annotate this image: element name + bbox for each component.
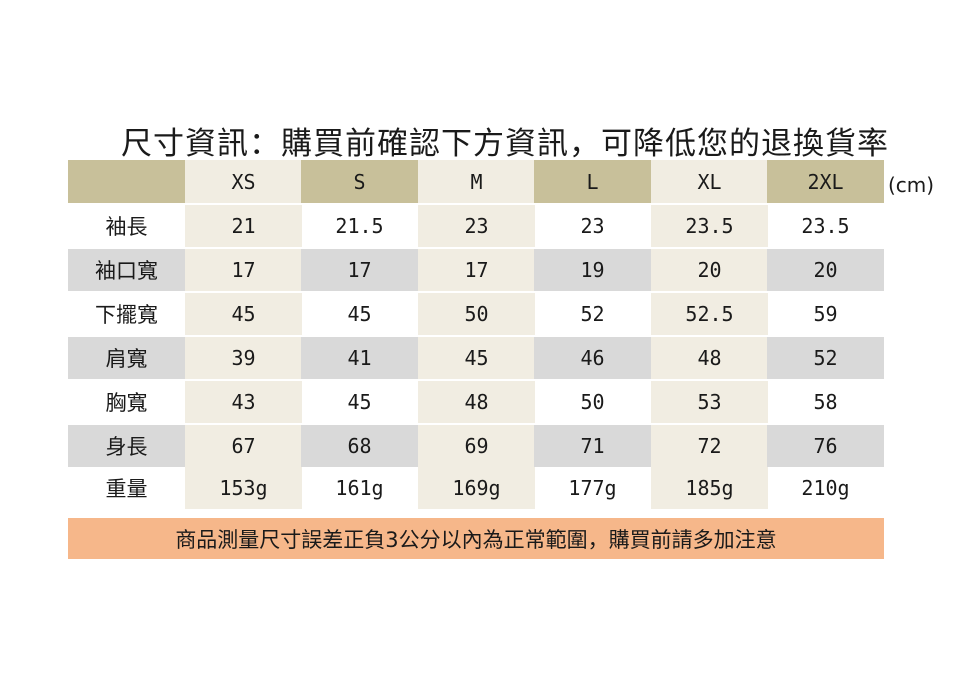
table-cell: 59	[813, 302, 838, 326]
table-cell: 50	[418, 293, 535, 335]
table-cell: 23.5	[651, 205, 768, 247]
table-cell: 23	[580, 214, 605, 238]
table-cell: 52.5	[651, 293, 768, 335]
table-cell: 45	[347, 390, 372, 414]
size-header-m: M	[418, 160, 535, 203]
table-cell: 17	[418, 249, 535, 291]
table-cell: 58	[813, 390, 838, 414]
table-cell: 48	[651, 337, 768, 379]
row-label: 胸寬	[105, 391, 148, 415]
table-cell: 20	[767, 249, 884, 291]
size-header-xs: XS	[185, 160, 302, 203]
table-cell: 45	[185, 293, 302, 335]
table-cell: 177g	[568, 476, 617, 500]
table-cell: 21	[185, 205, 302, 247]
table-cell: 52	[767, 337, 884, 379]
table-cell: 53	[651, 381, 768, 423]
table-cell: 72	[651, 425, 768, 467]
row-label: 重量	[105, 477, 148, 501]
table-cell: 67	[185, 425, 302, 467]
table-cell: 69	[418, 425, 535, 467]
table-cell: 68	[301, 425, 418, 467]
table-cell: 161g	[335, 476, 384, 500]
table-cell: 169g	[418, 467, 535, 509]
table-cell: 50	[580, 390, 605, 414]
table-cell: 23.5	[801, 214, 850, 238]
table-cell: 210g	[801, 476, 850, 500]
table-cell: 153g	[185, 467, 302, 509]
table-cell: 20	[651, 249, 768, 291]
size-header-xl: XL	[651, 160, 768, 203]
row-label: 身長	[68, 425, 185, 467]
table-cell: 71	[534, 425, 651, 467]
measurement-note: 商品測量尺寸誤差正負3公分以內為正常範圍，購買前請多加注意	[68, 518, 884, 559]
table-cell: 48	[418, 381, 535, 423]
table-cell: 17	[301, 249, 418, 291]
table-cell: 45	[418, 337, 535, 379]
header-corner	[68, 160, 185, 203]
page-title: 尺寸資訊：購買前確認下方資訊，可降低您的退換貨率	[121, 126, 889, 162]
row-label: 袖口寬	[68, 249, 185, 291]
table-cell: 21.5	[335, 214, 384, 238]
table-cell: 41	[301, 337, 418, 379]
size-header-s: S	[301, 160, 418, 203]
table-cell: 76	[767, 425, 884, 467]
table-cell: 43	[185, 381, 302, 423]
table-cell: 185g	[651, 467, 768, 509]
table-cell: 52	[580, 302, 605, 326]
table-cell: 45	[347, 302, 372, 326]
table-cell: 17	[185, 249, 302, 291]
row-label: 肩寬	[68, 337, 185, 379]
size-header-l: L	[534, 160, 651, 203]
row-label: 袖長	[105, 215, 148, 239]
table-cell: 19	[534, 249, 651, 291]
row-label: 下擺寬	[95, 303, 158, 327]
size-header-2xl: 2XL	[767, 160, 884, 203]
table-cell: 46	[534, 337, 651, 379]
table-cell: 39	[185, 337, 302, 379]
table-cell: 23	[418, 205, 535, 247]
unit-label: (cm)	[888, 173, 935, 197]
